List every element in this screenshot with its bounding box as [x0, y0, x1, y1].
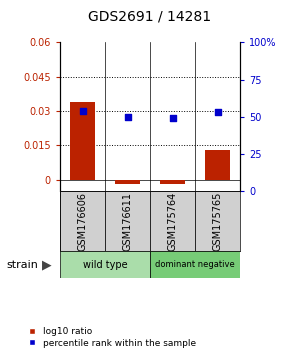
Text: GSM176611: GSM176611 [122, 192, 133, 251]
Bar [60, 191, 105, 251]
Point [215, 109, 220, 115]
Bar [60, 251, 150, 278]
Text: wild type: wild type [83, 259, 127, 270]
Point [170, 115, 175, 121]
Point [80, 108, 85, 114]
Text: GSM176606: GSM176606 [77, 192, 88, 251]
Bar [160, 180, 185, 184]
Bar [205, 150, 230, 180]
Bar [115, 180, 140, 184]
Bar [195, 191, 240, 251]
Legend: log10 ratio, percentile rank within the sample: log10 ratio, percentile rank within the … [28, 327, 196, 348]
Text: GSM175764: GSM175764 [167, 192, 178, 251]
Text: strain: strain [6, 259, 38, 270]
Bar [150, 251, 240, 278]
Point [125, 114, 130, 120]
Bar [150, 191, 195, 251]
Text: GSM175765: GSM175765 [212, 192, 223, 251]
Text: GDS2691 / 14281: GDS2691 / 14281 [88, 9, 212, 23]
Bar [70, 102, 95, 180]
Bar [105, 191, 150, 251]
Text: dominant negative: dominant negative [155, 260, 235, 269]
Text: ▶: ▶ [42, 258, 51, 271]
